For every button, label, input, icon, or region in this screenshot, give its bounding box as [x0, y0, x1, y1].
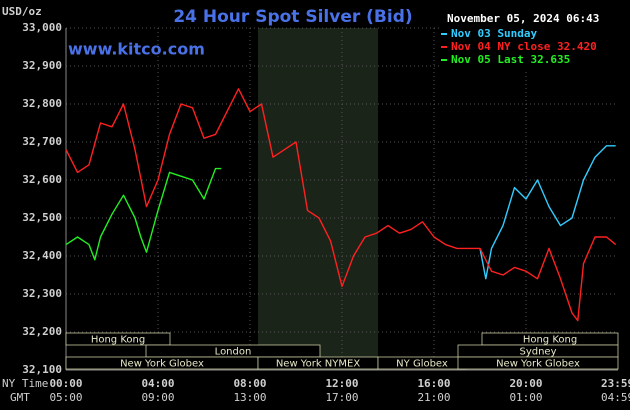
x-tick-label: 08:00	[233, 377, 266, 390]
y-unit: USD/oz	[2, 5, 42, 18]
x-gmt-label: 21:00	[417, 391, 450, 404]
y-tick-label: 32,300	[22, 287, 62, 300]
legend-label: Nov 03 Sunday	[451, 27, 537, 40]
y-tick-label: 32,800	[22, 97, 62, 110]
y-tick-label: 32,100	[22, 363, 62, 376]
x-gmt-label: 09:00	[141, 391, 174, 404]
market-label: London	[215, 347, 252, 358]
x-gmt-label: 01:00	[509, 391, 542, 404]
x-tick-label: 20:00	[509, 377, 542, 390]
x-tick-label: 12:00	[325, 377, 358, 390]
x-gmt-label: 05:00	[49, 391, 82, 404]
x-axis-label: GMT	[10, 391, 30, 404]
y-tick-label: 32,700	[22, 135, 62, 148]
y-tick-label: 33,000	[22, 21, 62, 34]
market-bar	[65, 332, 171, 346]
market-label: New York Globex	[120, 359, 204, 370]
x-tick-label: 16:00	[417, 377, 450, 390]
series-line	[479, 145, 616, 280]
series-line	[65, 88, 617, 322]
y-tick-label: 32,600	[22, 173, 62, 186]
session-shade	[258, 28, 378, 370]
x-tick-label: 23:59	[601, 377, 630, 390]
x-tick-label: 04:00	[141, 377, 174, 390]
y-tick-label: 32,400	[22, 249, 62, 262]
market-label: NY Globex	[396, 359, 448, 370]
x-gmt-label: 04:59	[601, 391, 630, 404]
x-gmt-label: 17:00	[325, 391, 358, 404]
legend-label: Nov 04 NY close 32.420	[451, 40, 597, 53]
market-label: New York NYMEX	[276, 359, 361, 370]
chart-title: 24 Hour Spot Silver (Bid)	[173, 7, 412, 27]
series-line	[65, 167, 222, 261]
legend-box	[440, 27, 630, 69]
x-axis-label: NY Time	[2, 377, 48, 390]
market-label: Hong Kong	[523, 335, 577, 346]
x-tick-label: 00:00	[49, 377, 82, 390]
market-bar	[457, 356, 619, 370]
y-tick-label: 32,200	[22, 325, 62, 338]
timestamp: November 05, 2024 06:43	[447, 12, 599, 25]
y-tick-label: 32,900	[22, 59, 62, 72]
x-gmt-label: 13:00	[233, 391, 266, 404]
legend-label: Nov 05 Last 32.635	[451, 53, 570, 66]
watermark: www.kitco.com	[68, 40, 205, 59]
market-label: New York Globex	[496, 359, 580, 370]
market-label: Hong Kong	[91, 335, 145, 346]
y-tick-label: 32,500	[22, 211, 62, 224]
market-label: Sydney	[519, 347, 556, 358]
